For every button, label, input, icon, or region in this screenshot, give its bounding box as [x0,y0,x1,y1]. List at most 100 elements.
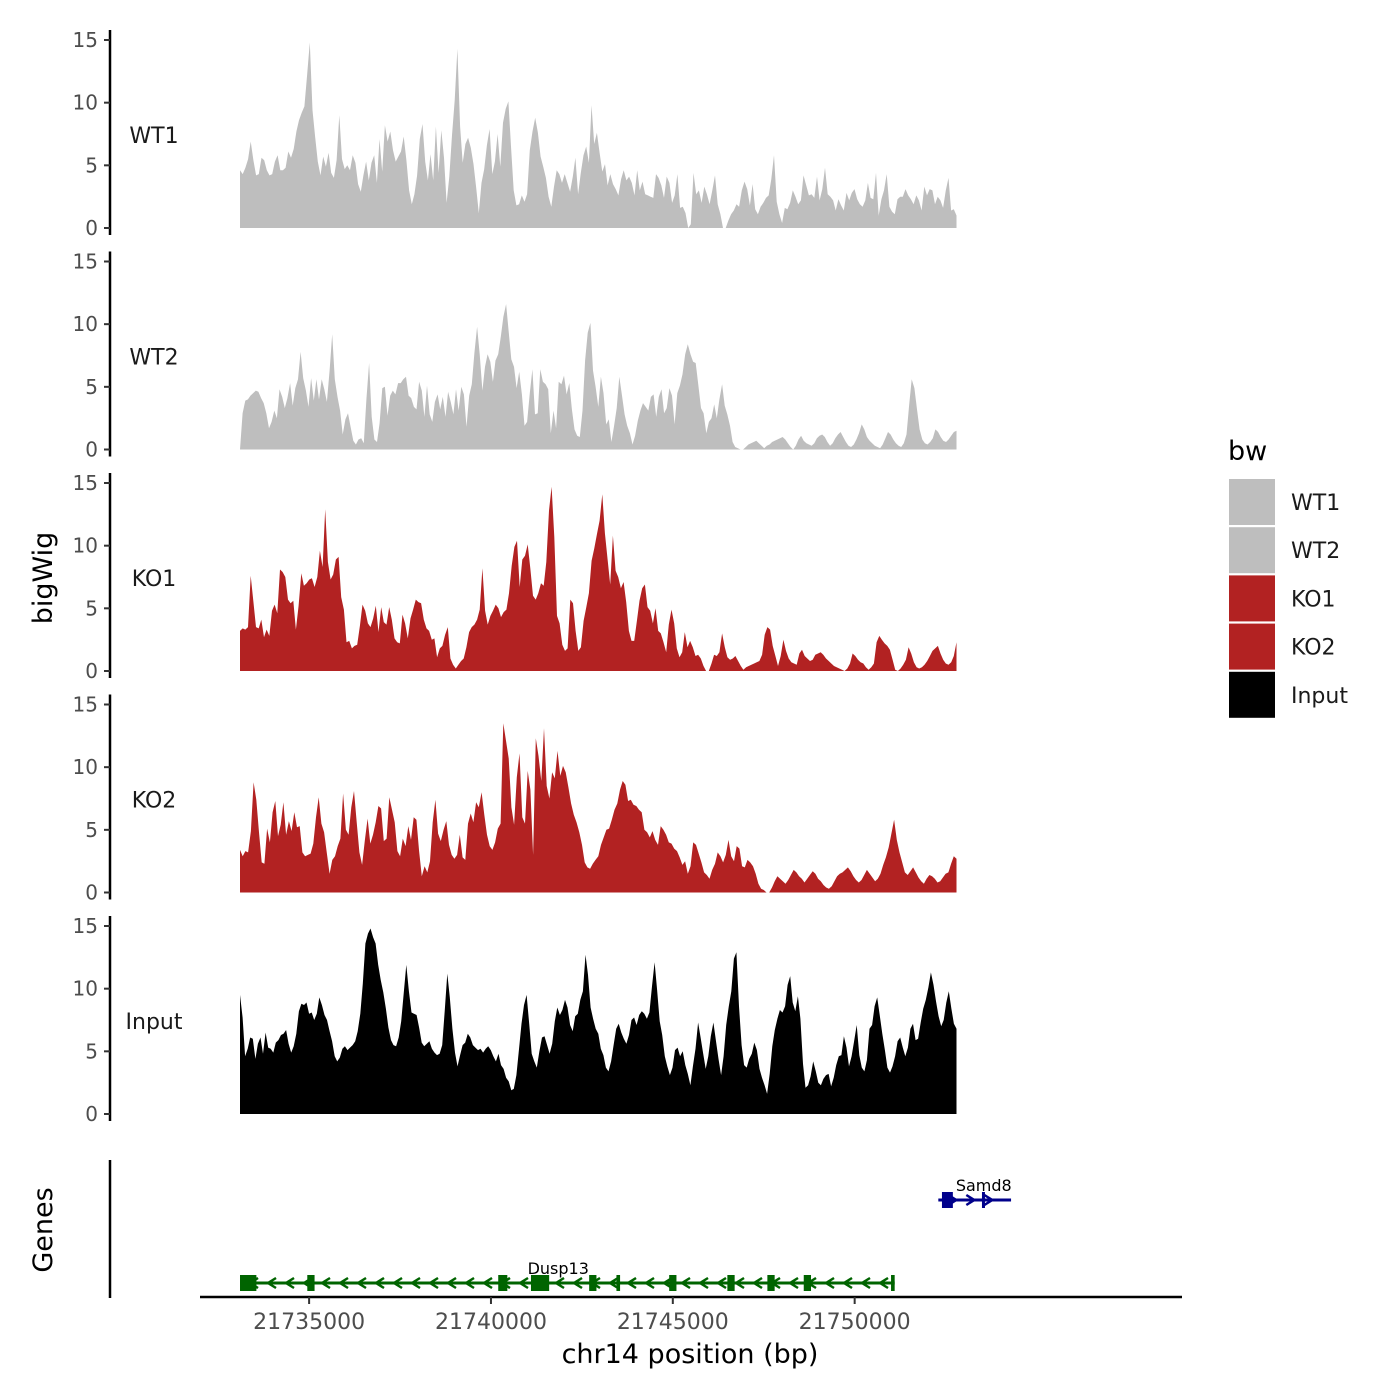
y-tick-label-input-15: 15 [73,914,98,938]
area-wt1 [240,42,957,228]
legend-item-wt2: WT2 [1229,527,1340,574]
x-tick-label-21740000: 21740000 [435,1310,547,1335]
y-tick-label-wt2-0: 0 [85,438,98,462]
y-tick-label-ko2-5: 5 [85,818,98,842]
strand-arrow-dusp13 [463,1276,475,1290]
legend-item-ko2: KO2 [1229,623,1336,670]
track-label-wt1: WT1 [129,124,178,149]
legend: WT1 WT2 KO1 KO2 Input [1229,479,1348,718]
track-label-ko1: KO1 [132,567,177,592]
strand-arrow-dusp13 [715,1276,727,1290]
track-wt2: 0 5 10 15 WT2 [73,250,957,462]
legend-swatch-ko1 [1229,575,1275,622]
strand-arrow-dusp13 [319,1276,331,1290]
exon-dusp13-7 [669,1275,677,1291]
strand-arrow-samd8 [983,1193,995,1207]
gene-dusp13: Dusp13 [240,1259,895,1291]
strand-arrow-dusp13 [427,1276,439,1290]
exon-dusp13-4 [530,1275,550,1291]
legend-label-wt2: WT2 [1291,539,1340,564]
strand-arrow-dusp13 [481,1276,493,1290]
y-tick-label-ko1-10: 10 [73,534,98,558]
y-tick-label-input-0: 0 [85,1102,98,1126]
exon-samd8-2 [981,1192,985,1208]
y-tick-label-wt1-0: 0 [85,216,98,240]
legend-label-ko1: KO1 [1291,587,1336,612]
track-input: 0 5 10 15 Input [73,914,957,1126]
strand-arrow-dusp13 [337,1276,349,1290]
y-tick-label-ko1-0: 0 [85,659,98,683]
strand-arrow-dusp13 [265,1276,277,1290]
exon-dusp13-3 [498,1275,508,1291]
strand-arrow-dusp13 [859,1276,871,1290]
strand-arrow-dusp13 [517,1276,529,1290]
legend-label-input: Input [1291,684,1348,709]
y-tick-label-input-10: 10 [73,977,98,1001]
strand-arrow-dusp13 [733,1276,745,1290]
strand-arrow-dusp13 [445,1276,457,1290]
strand-arrow-dusp13 [679,1276,691,1290]
strand-arrow-dusp13 [553,1276,565,1290]
strand-arrow-dusp13 [409,1276,421,1290]
gene-label-samd8: Samd8 [956,1176,1012,1195]
strand-arrow-samd8 [965,1193,977,1207]
legend-item-ko1: KO1 [1229,575,1336,622]
track-ko2: 0 5 10 15 KO2 [73,693,957,905]
track-wt1: 0 5 10 15 WT1 [73,28,957,240]
strand-arrow-dusp13 [823,1276,835,1290]
legend-swatch-input [1229,671,1275,718]
exon-dusp13-2 [307,1275,315,1291]
strand-arrow-dusp13 [841,1276,853,1290]
genes-axis-title: Genes [28,1187,59,1272]
strand-arrow-dusp13 [571,1276,583,1290]
area-ko2 [240,723,957,893]
track-ko1: 0 5 10 15 KO1 [73,471,957,683]
x-axis-title: chr14 position (bp) [562,1339,819,1370]
y-tick-label-ko1-5: 5 [85,596,98,620]
legend-label-wt1: WT1 [1291,491,1340,516]
legend-item-wt1: WT1 [1229,479,1340,525]
strand-arrow-dusp13 [751,1276,763,1290]
exon-dusp13-11 [891,1275,895,1291]
y-tick-label-input-5: 5 [85,1039,98,1063]
y-tick-label-wt1-5: 5 [85,153,98,177]
y-tick-label-wt2-15: 15 [73,250,98,274]
strand-arrow-dusp13 [283,1276,295,1290]
y-tick-label-ko2-10: 10 [73,755,98,779]
y-tick-label-wt2-5: 5 [85,375,98,399]
track-label-wt2: WT2 [129,346,178,371]
x-tick-label-21735000: 21735000 [253,1310,365,1335]
exon-dusp13-1 [240,1275,257,1291]
y-tick-label-wt1-15: 15 [73,28,98,52]
legend-item-input: Input [1229,671,1348,718]
strand-arrow-dusp13 [697,1276,709,1290]
strand-arrow-dusp13 [877,1276,889,1290]
exon-dusp13-6 [616,1275,621,1291]
strand-arrow-dusp13 [607,1276,619,1290]
strand-arrow-dusp13 [643,1276,655,1290]
strand-arrow-dusp13 [391,1276,403,1290]
exon-dusp13-9 [767,1275,775,1291]
track-label-ko2: KO2 [132,789,177,814]
strand-arrow-dusp13 [355,1276,367,1290]
y-tick-label-ko2-0: 0 [85,881,98,905]
strand-arrow-dusp13 [373,1276,385,1290]
area-input [240,928,957,1114]
x-tick-label-21745000: 21745000 [617,1310,729,1335]
strand-arrow-dusp13 [625,1276,637,1290]
y-tick-label-ko1-15: 15 [73,471,98,495]
x-axis: 21735000 21740000 21745000 21750000 [200,1295,1182,1335]
exon-dusp13-8 [727,1275,735,1291]
legend-swatch-ko2 [1229,623,1275,670]
legend-label-ko2: KO2 [1291,636,1336,661]
x-tick-label-21750000: 21750000 [799,1310,911,1335]
exon-samd8-1 [941,1192,953,1208]
exon-dusp13-10 [803,1275,812,1291]
y-tick-label-wt2-10: 10 [73,312,98,336]
gene-track: Dusp13 Samd8 [108,1160,1012,1298]
coverage-tracks: 0 5 10 15 WT1 0 5 10 15 WT2 0 5 10 15 KO1 0 5 10 15 KO2 0 5 10… [73,28,957,1126]
track-label-input: Input [126,1010,183,1035]
gene-samd8: Samd8 [938,1176,1012,1208]
legend-swatch-wt2 [1229,527,1275,574]
